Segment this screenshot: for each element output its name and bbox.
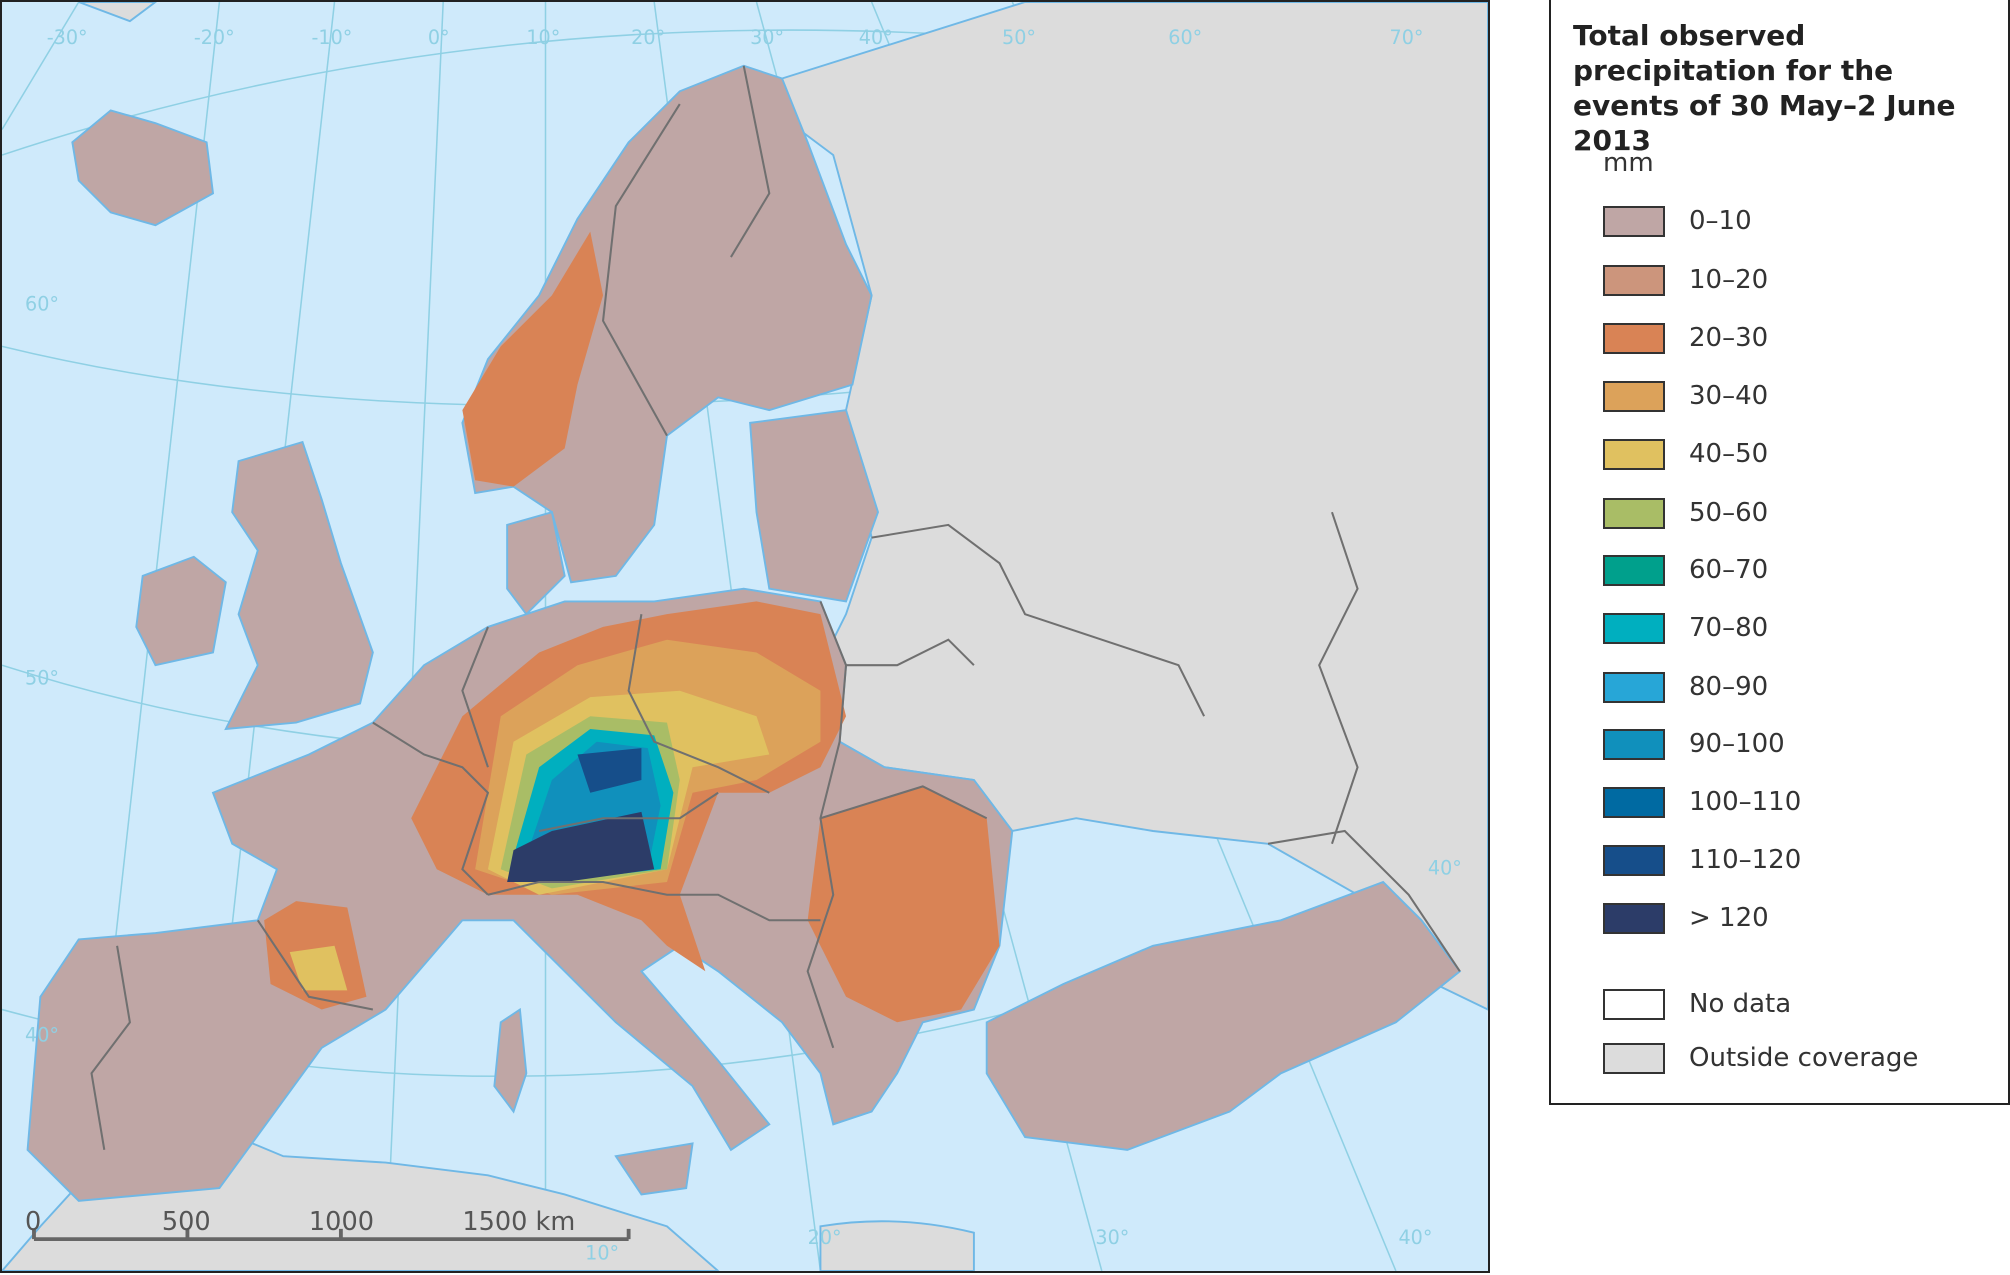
svg-text:60°: 60° [1168, 26, 1202, 49]
legend-label: 50–60 [1689, 498, 1769, 528]
legend-swatch [1603, 205, 1665, 237]
legend-swatch [1603, 844, 1665, 876]
scale-bar: 0 500 1000 1500 km [25, 1207, 631, 1242]
svg-text:-20°: -20° [194, 26, 235, 49]
legend-item: 90–100 [1603, 727, 1785, 761]
graticule-labels: -30° -20° -10° 0° 10° 20° 30° 40° 50° 60… [25, 26, 1462, 1264]
precip-40-50-pyrenees [289, 945, 348, 991]
svg-text:40°: 40° [1398, 1226, 1432, 1249]
svg-text:0: 0 [25, 1207, 41, 1237]
svg-text:40°: 40° [859, 26, 893, 49]
svg-text:1000: 1000 [309, 1207, 374, 1237]
svg-text:30°: 30° [750, 26, 784, 49]
legend-item: 40–50 [1603, 437, 1768, 471]
legend-swatch [1603, 612, 1665, 644]
legend-item: 20–30 [1603, 321, 1768, 355]
legend-label: 60–70 [1689, 555, 1769, 585]
legend-label: 0–10 [1689, 206, 1752, 236]
precip-20-30-norway [462, 231, 604, 487]
legend-label: 110–120 [1689, 845, 1802, 875]
legend-swatch [1603, 438, 1665, 470]
legend-label: 90–100 [1689, 729, 1785, 759]
precip-20-30-balkans [807, 786, 1000, 1023]
legend-swatch [1603, 671, 1665, 703]
country-borders [90, 65, 1461, 1151]
legend-item: 0–10 [1603, 204, 1752, 238]
turkey [985, 880, 1462, 1151]
legend-item: 70–80 [1603, 611, 1768, 645]
denmark [506, 510, 566, 616]
legend-swatch [1603, 554, 1665, 586]
legend-swatch [1603, 988, 1665, 1020]
svg-text:1500 km: 1500 km [462, 1207, 575, 1237]
legend-item: > 120 [1603, 901, 1769, 935]
precip-over-120 [507, 811, 655, 883]
legend-label: No data [1689, 989, 1792, 1019]
svg-text:-30°: -30° [47, 26, 88, 49]
precipitation-map: 0 500 1000 1500 km -30° -20° -10° 0° 10°… [0, 0, 1490, 1273]
legend-unit: mm [1603, 148, 1654, 178]
ireland [135, 555, 227, 667]
iceland [71, 109, 215, 227]
legend-item: 100–110 [1603, 785, 1801, 819]
legend-item: 110–120 [1603, 843, 1801, 877]
svg-text:0°: 0° [428, 26, 450, 49]
legend-label: 20–30 [1689, 323, 1769, 353]
precip-110-120 [577, 748, 642, 793]
svg-text:60°: 60° [25, 293, 59, 316]
svg-text:500: 500 [162, 1207, 211, 1237]
legend-item: 50–60 [1603, 496, 1768, 530]
sardinia-corsica [493, 1007, 528, 1114]
legend-label: 40–50 [1689, 439, 1769, 469]
legend-item: Outside coverage [1603, 1041, 1918, 1075]
great-britain [224, 440, 374, 731]
svg-text:20°: 20° [808, 1226, 842, 1249]
legend-swatch [1603, 786, 1665, 818]
svg-text:40°: 40° [1428, 856, 1462, 879]
baltics [749, 409, 880, 603]
svg-text:50°: 50° [1002, 26, 1036, 49]
legend-swatch [1603, 728, 1665, 760]
svg-text:30°: 30° [1095, 1226, 1129, 1249]
legend-label: Outside coverage [1689, 1043, 1919, 1073]
legend-swatch [1603, 497, 1665, 529]
legend-label: 100–110 [1689, 787, 1802, 817]
svg-text:50°: 50° [25, 666, 59, 689]
svg-text:-10°: -10° [311, 26, 352, 49]
legend-swatch [1603, 264, 1665, 296]
legend-swatch [1603, 1042, 1665, 1074]
legend-label: 30–40 [1689, 381, 1769, 411]
legend-title: Total observed precipitation for the eve… [1573, 19, 1956, 157]
legend-swatch [1603, 902, 1665, 934]
legend-label: > 120 [1689, 903, 1769, 933]
svg-text:10°: 10° [526, 26, 560, 49]
legend-item: No data [1603, 987, 1791, 1021]
sicily [614, 1142, 694, 1196]
svg-text:70°: 70° [1390, 26, 1424, 49]
legend-label: 70–80 [1689, 613, 1769, 643]
legend-swatch [1603, 380, 1665, 412]
legend-item: 60–70 [1603, 553, 1768, 587]
legend-swatch [1603, 322, 1665, 354]
svg-text:20°: 20° [631, 26, 665, 49]
map-legend: Total observed precipitation for the eve… [1549, 0, 2010, 1105]
legend-label: 80–90 [1689, 672, 1769, 702]
legend-label: 10–20 [1689, 265, 1769, 295]
svg-text:40°: 40° [25, 1023, 59, 1046]
legend-item: 80–90 [1603, 670, 1768, 704]
svg-text:10°: 10° [585, 1242, 619, 1265]
legend-item: 10–20 [1603, 263, 1768, 297]
precipitation-fields [264, 231, 1000, 1023]
legend-item: 30–40 [1603, 379, 1768, 413]
